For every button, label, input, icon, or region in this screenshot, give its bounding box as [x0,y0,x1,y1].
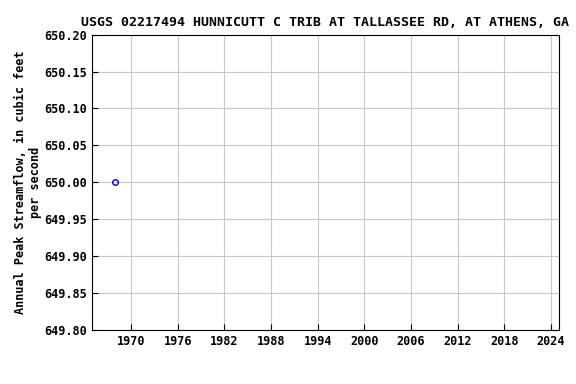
Y-axis label: Annual Peak Streamflow, in cubic feet
per second: Annual Peak Streamflow, in cubic feet pe… [14,51,42,314]
Title: USGS 02217494 HUNNICUTT C TRIB AT TALLASSEE RD, AT ATHENS, GA: USGS 02217494 HUNNICUTT C TRIB AT TALLAS… [81,16,570,29]
